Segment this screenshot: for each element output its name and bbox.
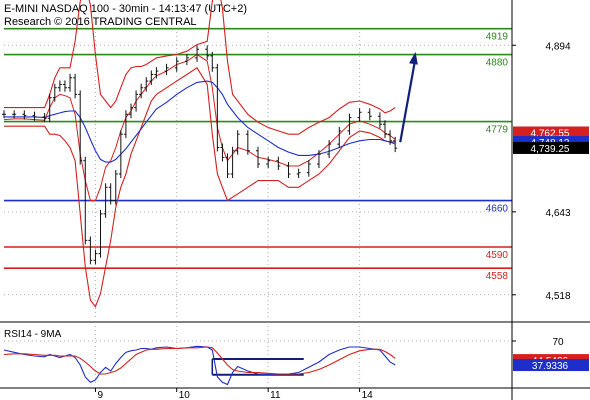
lower-bollinger-band [4, 67, 396, 308]
upper-bollinger-band [4, 0, 396, 135]
price-badge-label: 4,739.25 [531, 144, 570, 155]
rsi-title: RSI14 - 9MA [4, 329, 62, 340]
level-label: 4558 [486, 271, 509, 282]
price-series [2, 0, 418, 308]
price-tick-label: 4,643 [545, 208, 570, 219]
x-tick-label: 9 [97, 390, 103, 400]
forecast-arrow-head [409, 51, 418, 65]
price-tick-label: 4,518 [545, 291, 570, 302]
price-badge [513, 141, 589, 154]
price-tick-label: 4,894 [545, 41, 570, 52]
x-tick-label: 10 [179, 390, 191, 400]
price-levels: 4919 4880 4779 4660 4590 4558 [4, 27, 512, 282]
price-badge-label: 4,762.55 [531, 128, 570, 139]
middle-band [3, 53, 396, 201]
chart-title: E-MINI NASDAQ 100 - 30min - 14:13:47 (UT… [4, 3, 247, 15]
rsi-series-1 [3, 346, 396, 375]
x-tick-label: 14 [362, 390, 374, 400]
rsi-panel: RSI14 - 9MA7044.542637.9336 [3, 329, 589, 386]
rsi-badge-label: 37.9336 [532, 361, 569, 372]
price-badge [513, 126, 589, 139]
price-grid [4, 28, 512, 386]
level-label: 4660 [486, 204, 509, 215]
level-label: 4919 [486, 32, 509, 43]
rsi-badge [513, 359, 589, 372]
forecast-arrow-shaft [399, 57, 417, 143]
level-label: 4779 [486, 125, 509, 136]
x-tick-label: 11 [270, 390, 281, 400]
level-label: 4880 [486, 58, 509, 69]
x-axis: 9 10 11 14 [0, 387, 590, 400]
level-label: 4590 [486, 250, 509, 261]
rsi-tick-label: 70 [552, 337, 564, 348]
rsi-series-0 [3, 345, 396, 386]
chart-subtitle: Research © 2016 TRADING CENTRAL [4, 16, 197, 28]
